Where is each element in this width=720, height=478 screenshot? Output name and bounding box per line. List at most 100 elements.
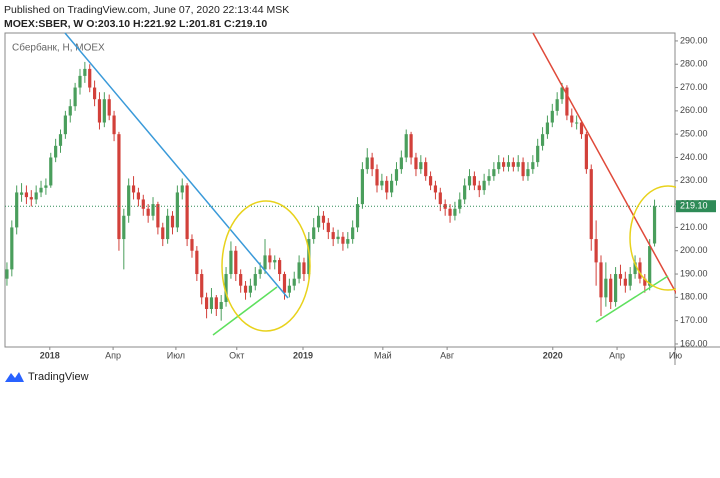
y-tick-label: 260.00	[680, 105, 708, 115]
candle-body	[545, 122, 550, 135]
candle-body	[482, 180, 486, 191]
candle-body	[584, 134, 588, 170]
candle-body	[78, 75, 82, 88]
logo: TradingView	[5, 371, 89, 383]
candle-body	[565, 87, 569, 116]
candle-body	[180, 185, 184, 193]
candle-body	[39, 187, 43, 193]
candle-body	[248, 285, 253, 293]
candle-body	[643, 278, 647, 286]
candle-body	[341, 236, 345, 244]
candle-body	[638, 262, 642, 279]
candle-body	[628, 274, 632, 286]
candle-body	[380, 180, 384, 186]
x-tick-label: Авг	[440, 350, 455, 360]
trend-line	[64, 32, 289, 299]
candle-body	[73, 87, 77, 107]
candle-body	[243, 285, 248, 293]
candle-body	[326, 222, 330, 233]
candle-body	[229, 250, 233, 275]
last-price-box	[676, 200, 716, 213]
x-tick-label: Ию	[669, 350, 682, 360]
candle-body	[234, 250, 238, 275]
published-line: Published on TradingView.com, June 07, 2…	[4, 4, 289, 16]
candle-body	[156, 204, 160, 228]
candle-body	[209, 297, 214, 310]
candle-body	[200, 274, 204, 298]
candle-body	[604, 278, 608, 298]
last-price-label: 219.10	[680, 201, 708, 211]
candle-body	[175, 192, 179, 228]
candle-body	[516, 162, 520, 167]
candle-body	[550, 110, 554, 123]
candle-body	[414, 157, 418, 170]
candle-body	[463, 185, 467, 200]
candle-body	[536, 145, 540, 163]
candle-body	[555, 99, 559, 111]
candle-body	[136, 192, 141, 200]
candle-body	[102, 99, 106, 123]
candle-body	[424, 162, 428, 177]
candle-body	[336, 236, 340, 240]
x-tick-label: Окт	[229, 350, 244, 360]
candle-body	[409, 134, 413, 158]
candle-body	[346, 239, 350, 244]
candle-body	[477, 185, 481, 191]
candle-body	[613, 274, 618, 303]
candle-body	[433, 185, 438, 193]
candle-body	[487, 176, 491, 181]
candle-body	[570, 115, 574, 123]
candle-body	[185, 185, 189, 240]
drawings	[64, 32, 707, 336]
candle-body	[258, 269, 262, 275]
candle-body	[521, 162, 525, 177]
candle-body	[214, 297, 218, 310]
candle-body	[273, 260, 277, 263]
y-tick-label: 210.00	[680, 222, 708, 232]
candle-body	[190, 239, 194, 251]
trend-line	[532, 32, 681, 301]
candle-body	[652, 206, 657, 244]
candle-body	[112, 115, 116, 135]
candle-body	[492, 169, 496, 177]
candle-body	[390, 180, 394, 193]
candle-body	[253, 274, 257, 286]
candle-body	[204, 297, 209, 310]
candle-body	[472, 176, 476, 186]
candle-body	[370, 157, 374, 170]
y-tick-label: 230.00	[680, 175, 708, 185]
candle-body	[385, 180, 389, 193]
axes: 290.00 280.00 270.00 260.00 250.00 240.00 230.…	[40, 35, 716, 360]
candle-body	[609, 278, 613, 303]
candle-body	[195, 250, 199, 275]
candle-body	[278, 260, 282, 275]
candle-body	[97, 99, 102, 123]
candle-body	[579, 122, 584, 135]
x-tick-label: 2018	[40, 350, 60, 360]
candle-body	[419, 162, 423, 170]
y-tick-label: 280.00	[680, 59, 708, 69]
candle-body	[92, 87, 97, 100]
x-tick-label: Апр	[105, 350, 121, 360]
candle-body	[127, 185, 131, 216]
candle-body	[63, 115, 67, 135]
candle-body	[122, 215, 126, 240]
candle-body	[24, 192, 29, 198]
candle-body	[497, 162, 501, 170]
candle-body	[511, 162, 515, 167]
candle-body	[375, 169, 379, 186]
candle-body	[282, 274, 287, 293]
plot	[5, 61, 675, 321]
candle-body	[19, 192, 24, 195]
candle-body	[458, 199, 462, 209]
candle-body	[15, 192, 19, 228]
candle-body	[540, 134, 545, 146]
candle-body	[443, 204, 447, 209]
y-tick-label: 270.00	[680, 82, 708, 92]
candle-body	[399, 157, 403, 170]
candle-body	[292, 278, 296, 286]
candle-body	[316, 215, 321, 228]
